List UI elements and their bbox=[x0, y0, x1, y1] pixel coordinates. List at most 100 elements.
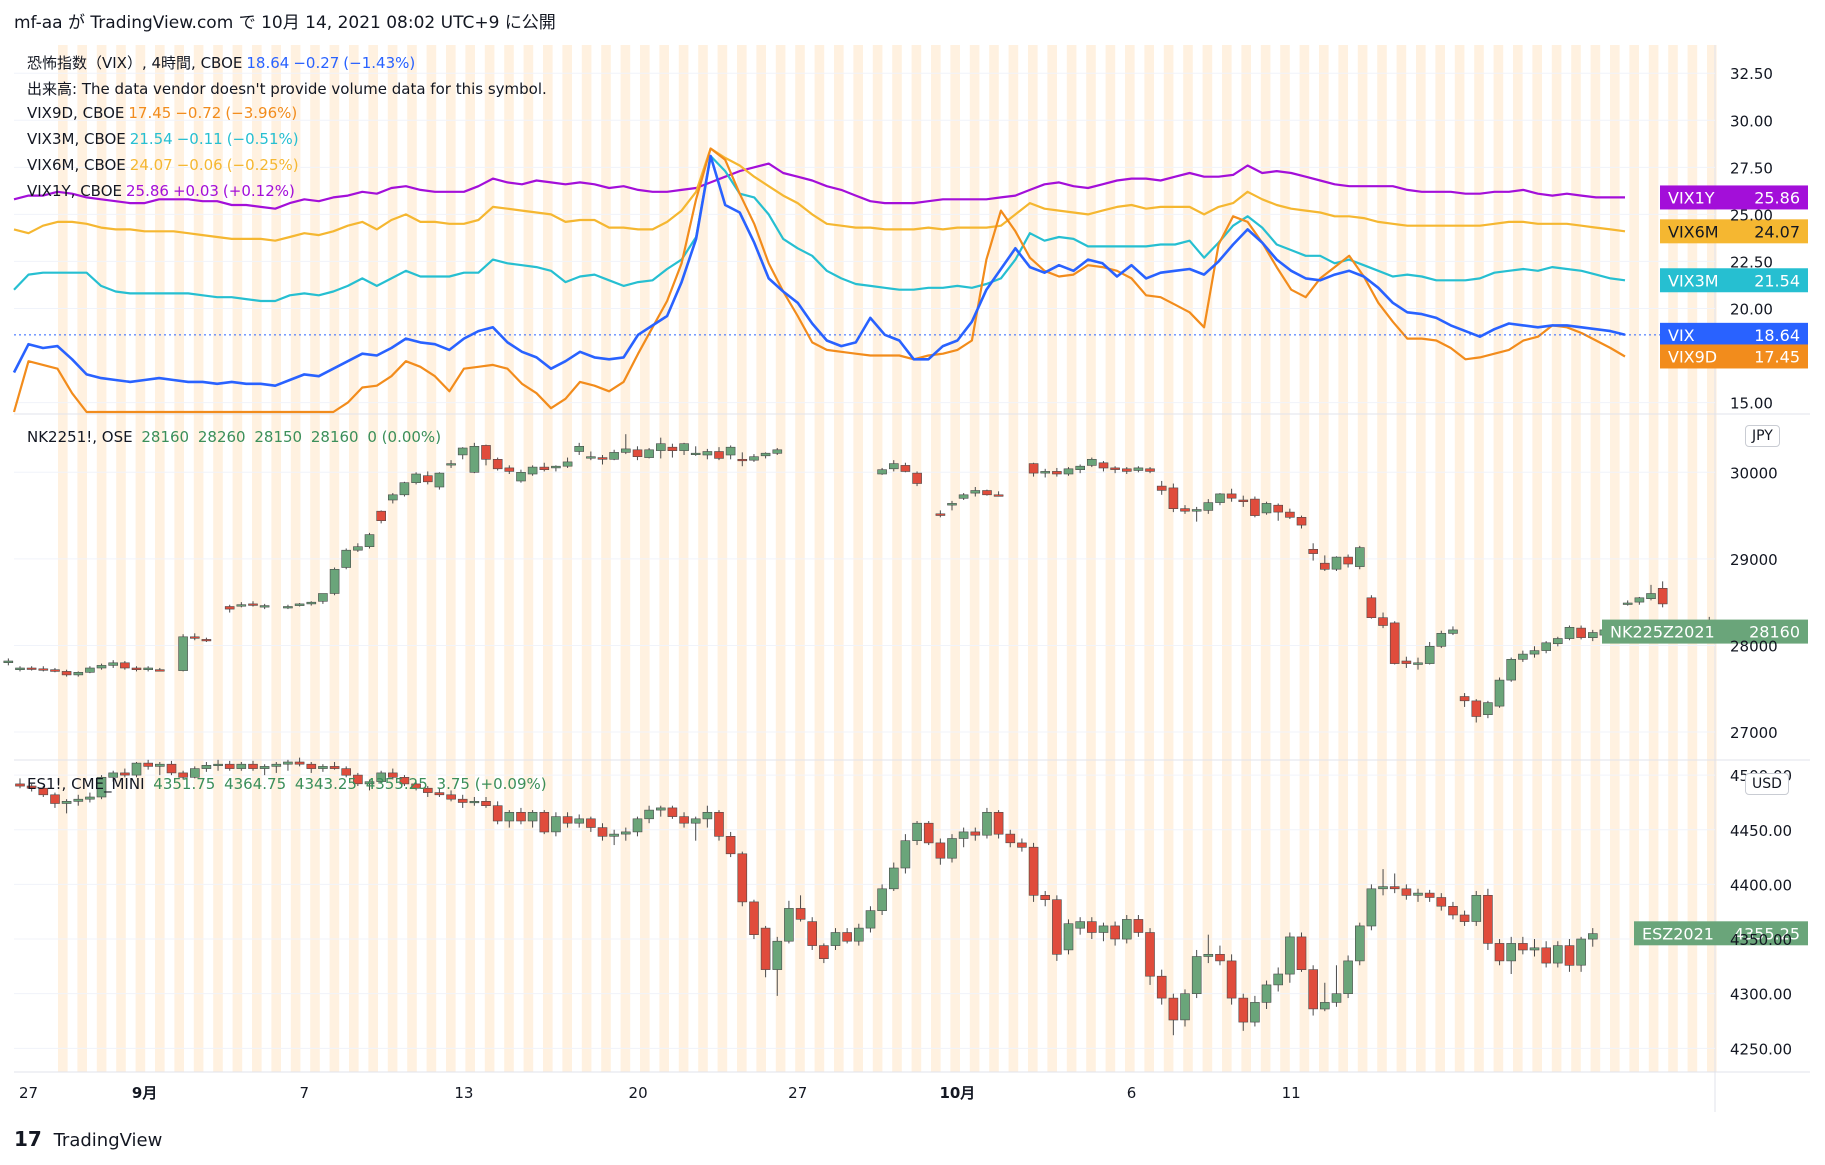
candle-body bbox=[469, 800, 480, 804]
tradingview-footer[interactable]: 17 TradingView bbox=[14, 1127, 162, 1151]
es-candle bbox=[1180, 989, 1190, 1027]
nk-currency-badge[interactable]: JPY bbox=[1745, 425, 1780, 447]
candle-body bbox=[667, 807, 678, 817]
es-high: 4364.75 bbox=[224, 775, 287, 793]
price-badge-vix: VIX 18.64 bbox=[1660, 322, 1808, 347]
es-candle bbox=[481, 796, 491, 808]
candle-body bbox=[3, 660, 14, 664]
candle-body bbox=[1588, 632, 1598, 638]
nk-candle bbox=[422, 471, 433, 485]
nk-candle bbox=[155, 667, 165, 672]
nk-candle bbox=[1459, 693, 1470, 707]
nk-candle bbox=[1401, 656, 1412, 668]
es-candle bbox=[143, 759, 153, 770]
price-badge-vix1y: VIX1Y 25.86 bbox=[1660, 185, 1808, 210]
candle-body bbox=[1424, 892, 1435, 898]
candle-body bbox=[1331, 556, 1342, 570]
es-candle bbox=[364, 779, 375, 791]
candle-body bbox=[1156, 975, 1167, 999]
candle-body bbox=[457, 447, 468, 456]
candle-body bbox=[1355, 925, 1365, 962]
site-name[interactable]: TradingView.com bbox=[90, 13, 234, 33]
es-candle bbox=[224, 760, 235, 771]
candle-body bbox=[1378, 617, 1388, 626]
es-candle bbox=[283, 759, 293, 771]
candle-body bbox=[1576, 627, 1586, 638]
candle-body bbox=[283, 606, 293, 609]
candle-body bbox=[1448, 629, 1458, 634]
price-badge-value: 4355.25 bbox=[1734, 924, 1800, 943]
nk-price-tick: 30000 bbox=[1730, 464, 1778, 482]
price-badge-label: ESZ2021 bbox=[1642, 924, 1714, 943]
candle-body bbox=[586, 818, 596, 828]
candle-body bbox=[993, 494, 1004, 497]
time-axis-label: 27 bbox=[788, 1084, 807, 1102]
nk-candle bbox=[655, 437, 666, 459]
es-candle bbox=[201, 762, 212, 772]
es-currency-badge[interactable]: USD bbox=[1745, 773, 1789, 795]
price-badge-vix6m: VIX6M 24.07 bbox=[1660, 219, 1808, 244]
candle-body bbox=[1343, 960, 1353, 995]
candle-body bbox=[294, 761, 305, 765]
candle-body bbox=[294, 603, 305, 606]
nk-candle bbox=[1413, 657, 1423, 670]
sp500-pane: ESZ2021 4355.25 bbox=[15, 757, 1808, 1036]
es-candle bbox=[1017, 838, 1027, 852]
candle-body bbox=[1063, 468, 1074, 475]
es-candle bbox=[271, 762, 282, 773]
es-candle bbox=[1040, 890, 1050, 907]
candle-body bbox=[376, 772, 387, 782]
candle-body bbox=[1215, 493, 1225, 503]
candle-body bbox=[982, 490, 992, 496]
candle-body bbox=[1506, 943, 1516, 962]
es-candle bbox=[504, 810, 515, 828]
candle-body bbox=[900, 465, 911, 472]
candle-body bbox=[958, 494, 969, 499]
nk-candle bbox=[457, 447, 468, 460]
es-candle bbox=[306, 762, 317, 773]
candle-body bbox=[982, 811, 992, 836]
es-candle bbox=[539, 810, 550, 835]
price-badge-value: 24.07 bbox=[1754, 222, 1800, 241]
nk-close: 28160 bbox=[310, 428, 359, 446]
time-axis-label: 11 bbox=[1282, 1084, 1301, 1102]
nk-candle bbox=[1483, 700, 1493, 719]
vix-legend-row: VIX1Y, CBOE 25.86 +0.03 (+0.12%) bbox=[27, 182, 299, 200]
nk-candle bbox=[1506, 657, 1516, 682]
candle-body bbox=[155, 763, 165, 767]
vix-legend-name: VIX6M, CBOE bbox=[27, 156, 126, 174]
nk-candle bbox=[1564, 625, 1575, 641]
nk-candle bbox=[1075, 464, 1085, 474]
candle-body bbox=[1471, 894, 1482, 922]
candle-body bbox=[446, 463, 456, 466]
es-candle bbox=[399, 775, 410, 787]
nk-candle bbox=[318, 593, 328, 604]
candle-body bbox=[702, 811, 713, 820]
candle-body bbox=[1226, 960, 1237, 999]
candle-body bbox=[504, 811, 515, 822]
es-candle bbox=[318, 764, 328, 772]
nk-price-tick: 27000 bbox=[1730, 724, 1778, 742]
nk-candle bbox=[760, 452, 771, 459]
candle-body bbox=[1401, 660, 1412, 664]
candle-body bbox=[609, 833, 619, 837]
nk-candle bbox=[504, 465, 515, 475]
es-candle bbox=[85, 792, 95, 803]
price-badge-bg bbox=[1660, 344, 1808, 369]
nk-candle bbox=[15, 666, 25, 672]
price-badge-value: 21.54 bbox=[1754, 271, 1800, 290]
nk-candle bbox=[1355, 545, 1365, 570]
candle-body bbox=[958, 831, 969, 839]
time-axis-label: 13 bbox=[454, 1084, 473, 1102]
candle-body bbox=[749, 456, 759, 461]
vix-price-tick: 25.00 bbox=[1730, 206, 1773, 224]
candle-body bbox=[236, 763, 247, 769]
es-candle bbox=[1215, 945, 1225, 966]
es-candle bbox=[1226, 954, 1237, 1005]
es-candle bbox=[190, 766, 200, 779]
author-name[interactable]: mf-aa bbox=[14, 13, 63, 33]
candle-body bbox=[38, 787, 49, 796]
nk-candle bbox=[61, 669, 72, 677]
price-badge-bg bbox=[1602, 619, 1808, 644]
